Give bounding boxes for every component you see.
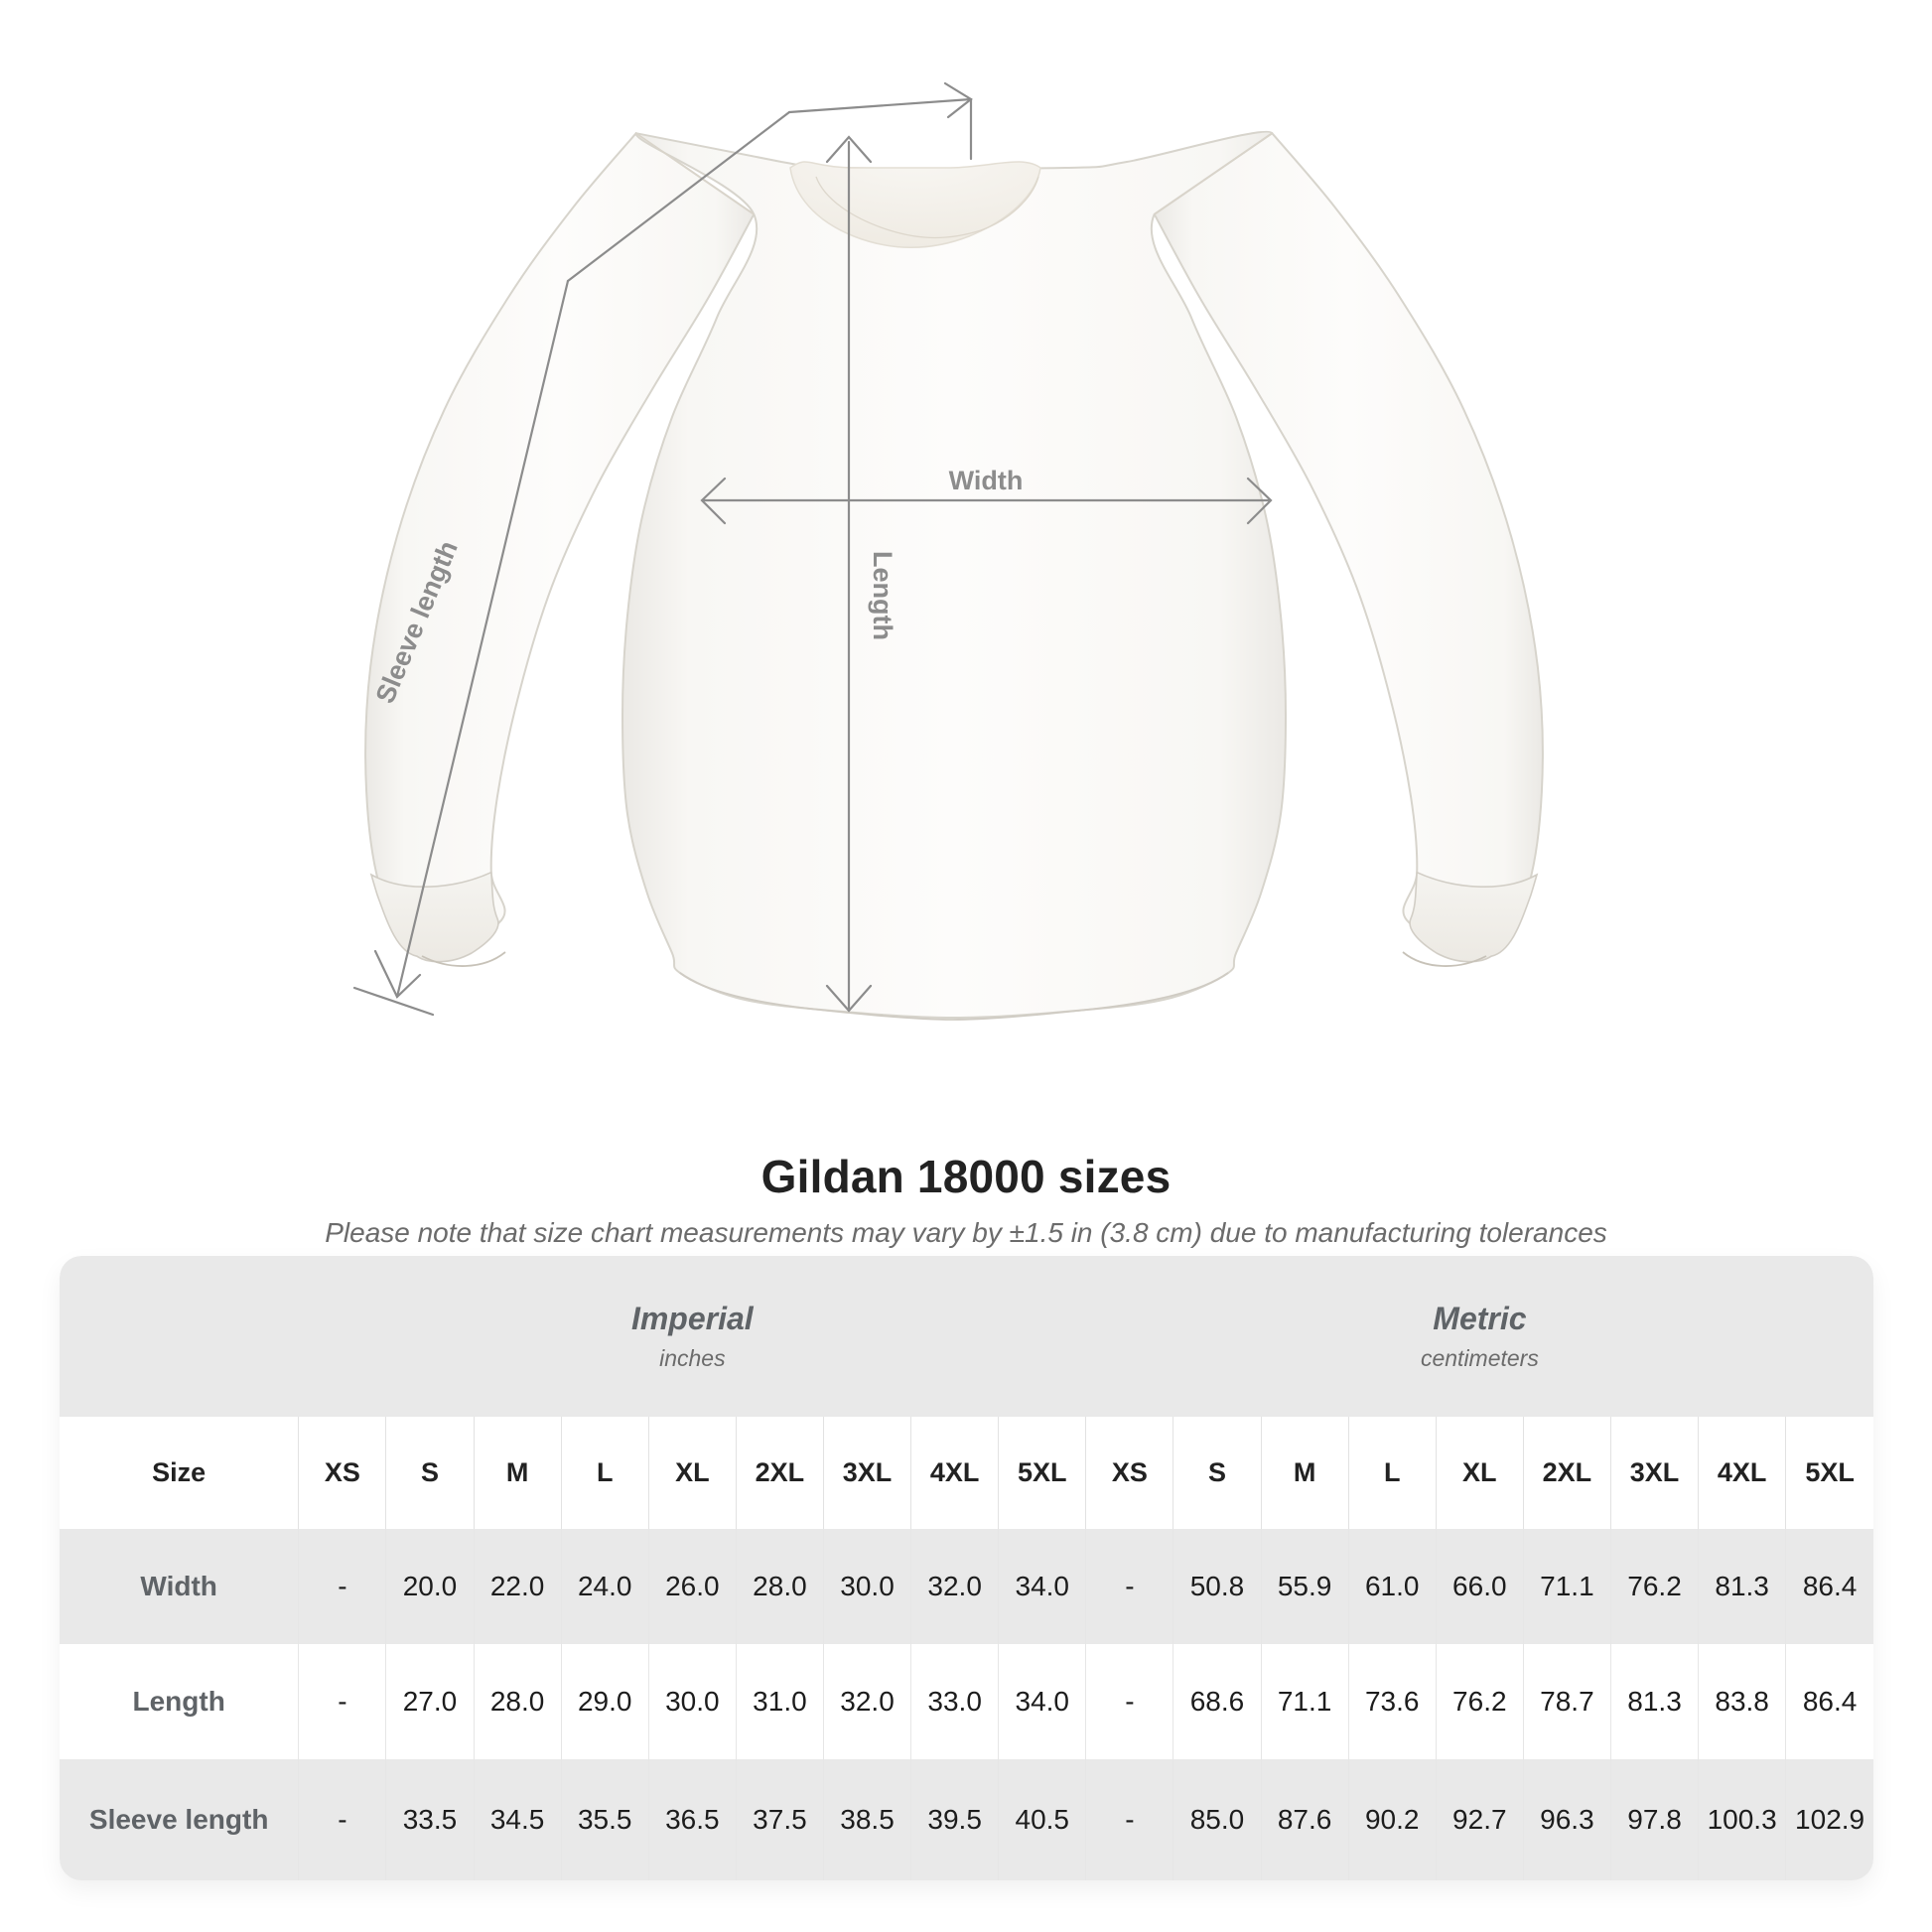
svg-text:Width: Width (949, 466, 1024, 495)
svg-text:Length: Length (868, 551, 897, 640)
